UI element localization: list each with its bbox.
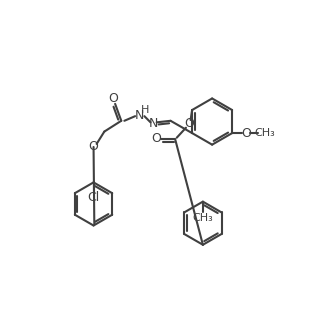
Text: O: O	[151, 132, 161, 145]
Text: O: O	[89, 140, 99, 154]
Text: H: H	[141, 105, 149, 115]
Text: O: O	[241, 127, 251, 140]
Text: CH₃: CH₃	[193, 213, 213, 223]
Text: N: N	[149, 116, 158, 130]
Text: O: O	[109, 92, 119, 105]
Text: O: O	[184, 117, 194, 130]
Text: CH₃: CH₃	[254, 128, 275, 138]
Text: N: N	[135, 109, 144, 122]
Text: Cl: Cl	[88, 191, 100, 204]
